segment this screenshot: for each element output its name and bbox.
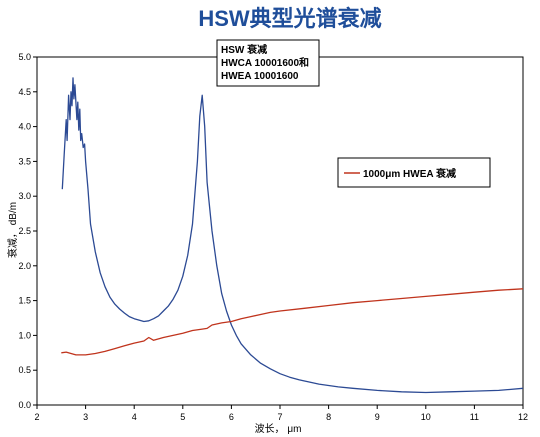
x-tick-label: 10 bbox=[421, 412, 431, 422]
legend-label: 1000μm HWEA 衰减 bbox=[363, 167, 456, 180]
x-tick-label: 3 bbox=[83, 412, 88, 422]
annotation-line-2: HWCA 10001600和 bbox=[221, 56, 309, 69]
series-line-1 bbox=[61, 77, 524, 394]
x-axis-label: 波长， μm bbox=[255, 422, 302, 435]
y-tick-label: 0.5 bbox=[18, 365, 31, 375]
series-line-2 bbox=[61, 288, 524, 356]
y-tick-label: 4.5 bbox=[18, 87, 31, 97]
legend: 1000μm HWEA 衰减 bbox=[337, 157, 491, 188]
y-tick-label: 1.5 bbox=[18, 296, 31, 306]
x-tick-label: 4 bbox=[132, 412, 137, 422]
x-tick-label: 11 bbox=[470, 412, 479, 422]
y-axis-label: 衰减， dB/m bbox=[6, 202, 19, 258]
y-tick-label: 2.5 bbox=[18, 226, 31, 236]
plot-frame bbox=[36, 56, 524, 406]
axes: 2 3 4 5 6 7 8 9 10 11 12 0.0 0.5 1.0 1.5 2.0 2.5 3.0 3.5 4.… bbox=[18, 52, 528, 422]
legend-frame bbox=[337, 157, 491, 188]
y-tick-label: 4.0 bbox=[18, 122, 31, 132]
y-tick-label: 3.0 bbox=[18, 191, 31, 201]
y-tick-label: 0.0 bbox=[18, 400, 31, 410]
x-tick-label: 9 bbox=[375, 412, 380, 422]
x-tick-label: 7 bbox=[277, 412, 282, 422]
annotation-line-3: HWEA 10001600 bbox=[221, 71, 299, 82]
x-tick-label: 12 bbox=[518, 412, 528, 422]
annotation-frame bbox=[216, 39, 320, 87]
x-tick-label: 2 bbox=[34, 412, 39, 422]
annotation-line-1: HSW 衰减 bbox=[221, 43, 267, 56]
x-tick-label: 6 bbox=[229, 412, 234, 422]
y-tick-label: 3.5 bbox=[18, 156, 31, 166]
x-tick-label: 8 bbox=[326, 412, 331, 422]
y-tick-label: 2.0 bbox=[18, 261, 31, 271]
y-tick-label: 5.0 bbox=[18, 52, 31, 62]
chart-title: HSW典型光谱衰减 bbox=[198, 6, 381, 31]
y-tick-label: 1.0 bbox=[18, 330, 31, 340]
annotation-box: HSW 衰减 HWCA 10001600和 HWEA 10001600 bbox=[216, 39, 320, 87]
x-tick-label: 5 bbox=[180, 412, 185, 422]
series-layer bbox=[61, 77, 524, 394]
